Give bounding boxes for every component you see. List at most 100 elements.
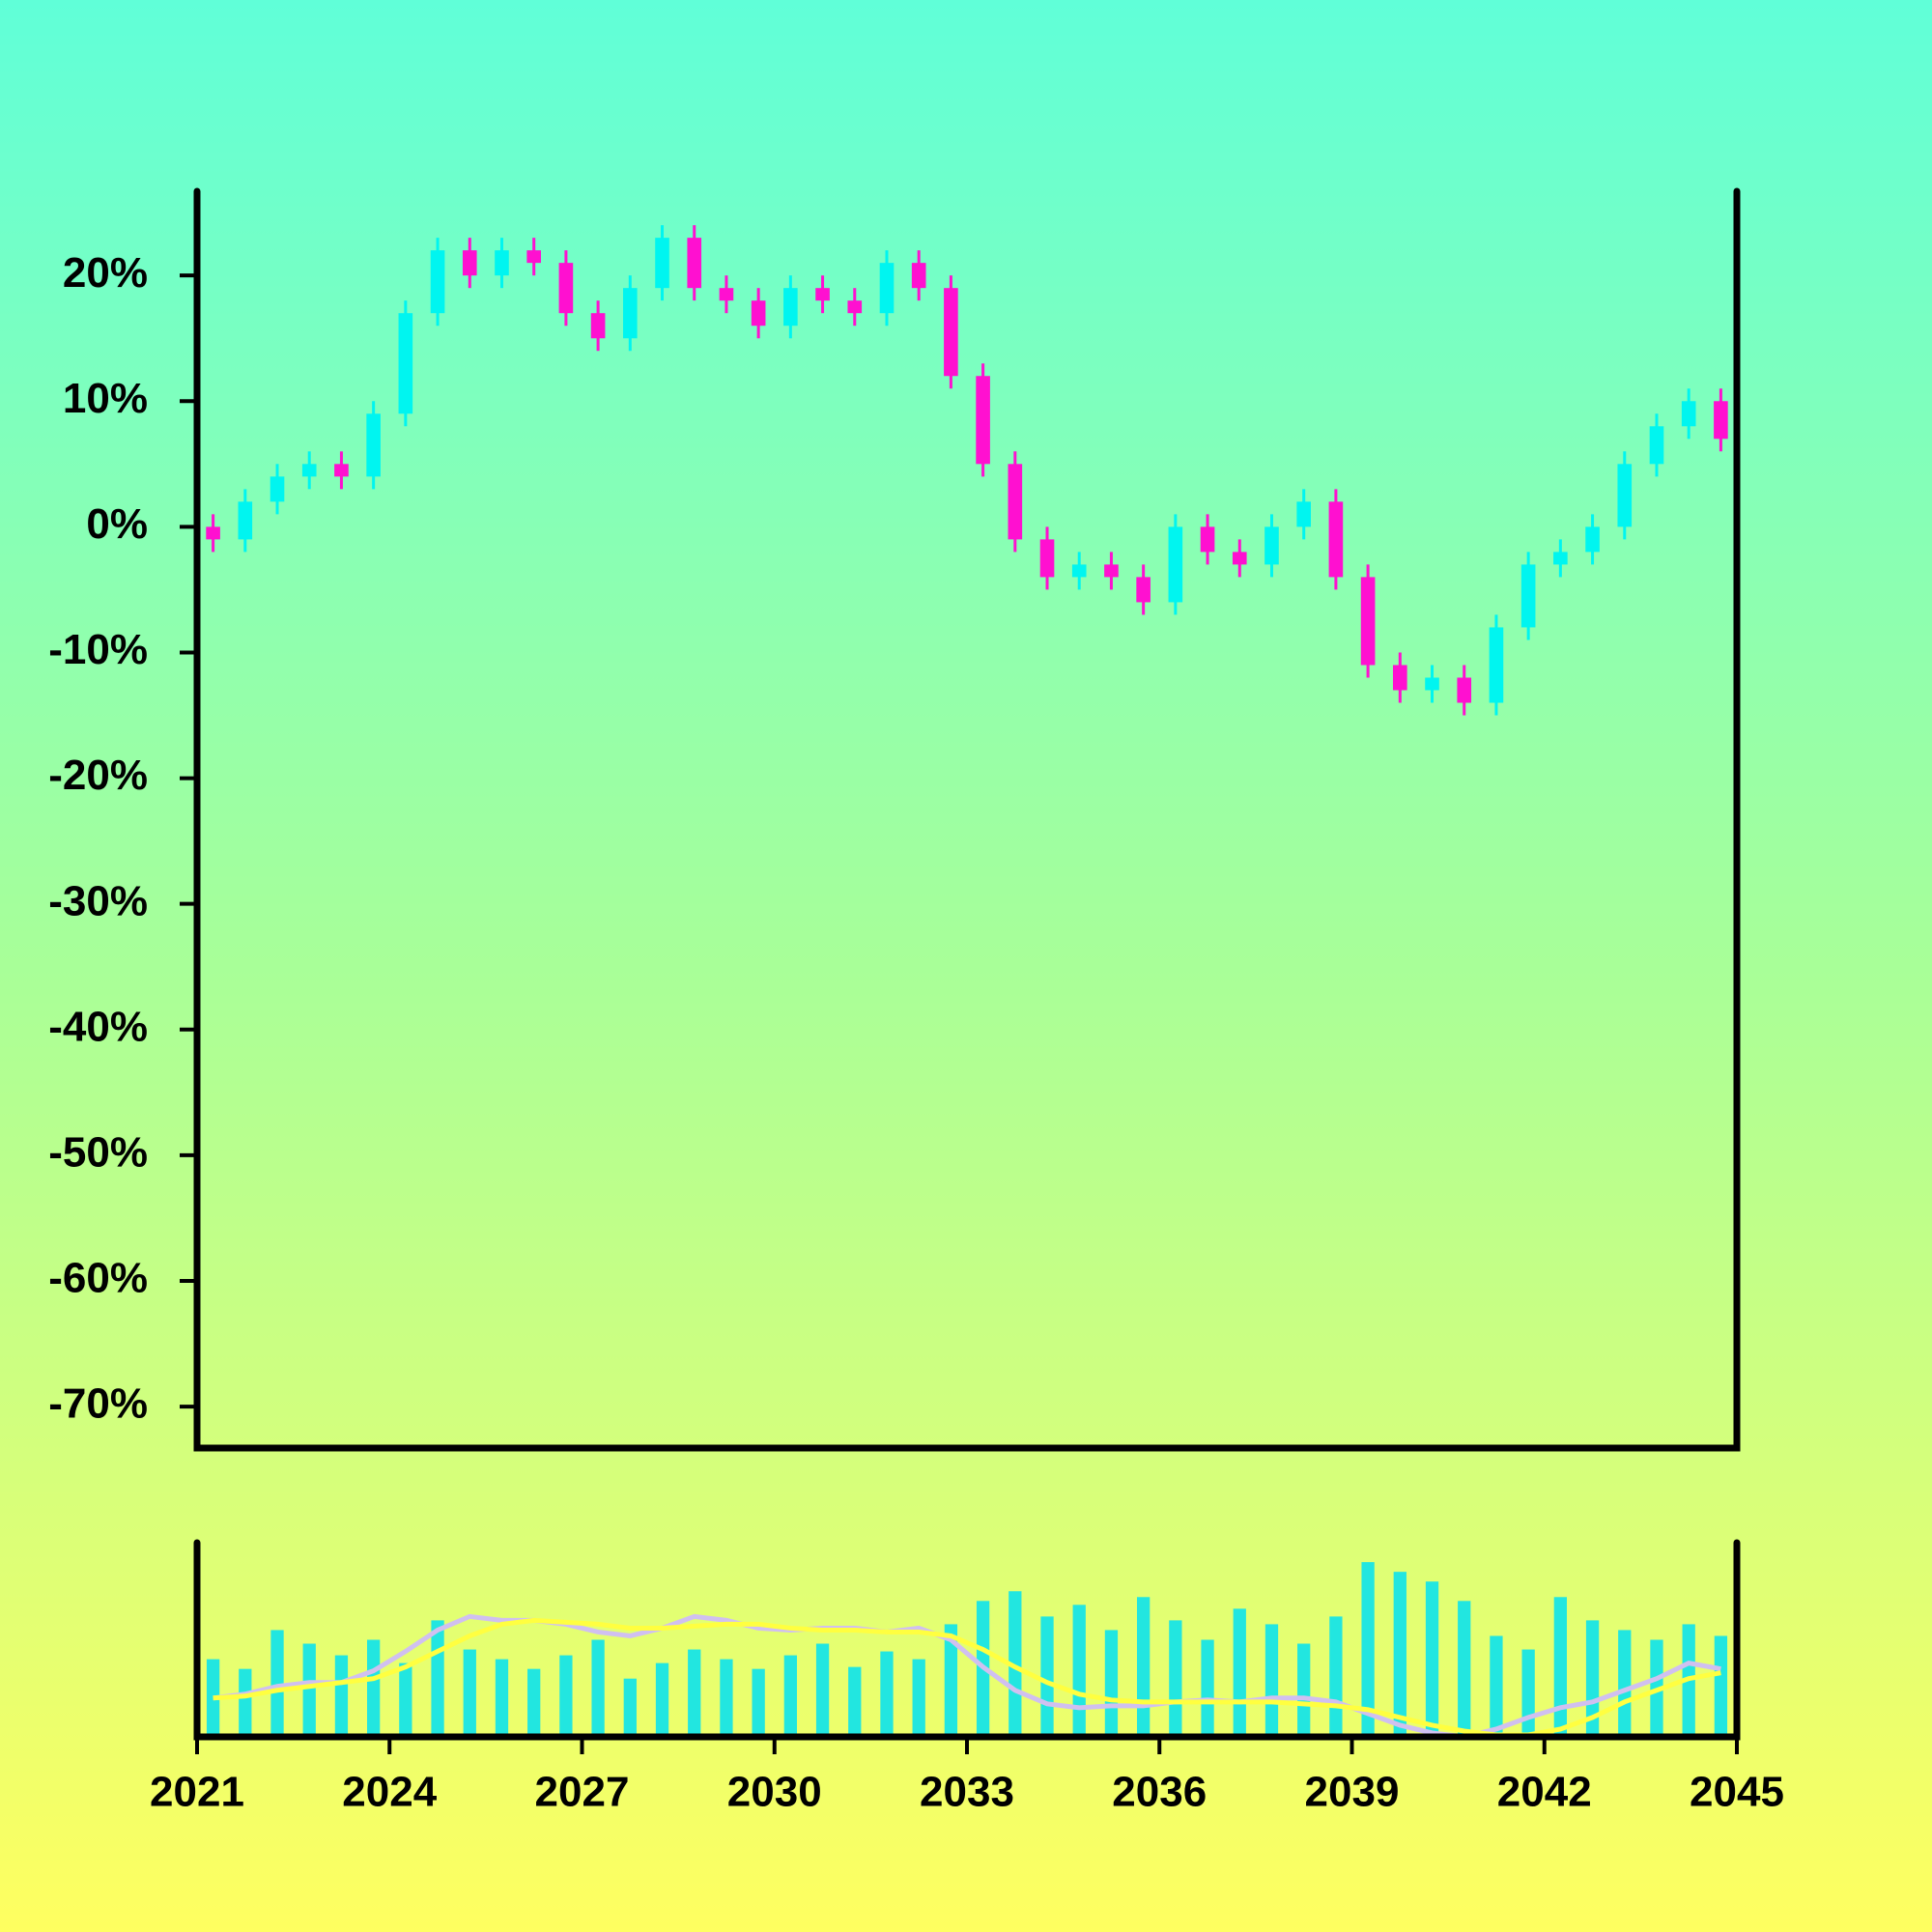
x-tick-label: 2027: [535, 1769, 630, 1816]
volume-bar: [1233, 1608, 1246, 1737]
volume-bar: [1521, 1649, 1535, 1737]
volume-bar: [1072, 1605, 1086, 1737]
volume-bar: [1714, 1635, 1728, 1737]
y-tick-label: -30%: [48, 877, 148, 924]
volume-bar: [1553, 1597, 1567, 1737]
candle-body: [719, 288, 734, 301]
candle-body: [398, 313, 413, 414]
candle-body: [334, 464, 349, 477]
y-tick-label: 20%: [63, 249, 148, 297]
candle-body: [944, 288, 958, 377]
candle-body: [366, 413, 381, 477]
volume-bar: [912, 1659, 925, 1737]
y-tick-label: 0%: [86, 500, 148, 548]
candle-body: [1008, 464, 1023, 540]
volume-bar: [1137, 1597, 1151, 1737]
candle-body: [623, 288, 638, 339]
candle-body: [1649, 426, 1664, 465]
volume-bar: [848, 1666, 862, 1737]
candle-body: [1104, 564, 1119, 578]
candle-body: [783, 288, 798, 327]
volume-bar: [1425, 1581, 1439, 1737]
volume-bar: [591, 1639, 605, 1737]
candle-body: [590, 313, 606, 339]
volume-bar: [623, 1678, 637, 1737]
candle-body: [1425, 677, 1439, 691]
axis-frame: [193, 187, 1741, 1452]
candle-body: [1393, 665, 1407, 691]
candle-body: [1360, 577, 1376, 666]
volume-bar: [399, 1662, 412, 1737]
candle-body: [1328, 501, 1344, 578]
volume-bar: [559, 1655, 573, 1737]
x-tick-label: 2036: [1112, 1769, 1207, 1816]
y-tick-label: -40%: [48, 1003, 148, 1050]
y-tick-label: -60%: [48, 1255, 148, 1302]
candle-body: [1553, 552, 1568, 565]
candle-body: [270, 476, 285, 502]
volume-bar: [783, 1655, 797, 1737]
volume-bar: [334, 1655, 349, 1737]
volume-bar: [1490, 1635, 1503, 1737]
volume-bar: [944, 1624, 958, 1737]
candle-body: [462, 250, 477, 276]
candle-body: [1520, 564, 1536, 628]
candle-body: [526, 250, 541, 264]
volume-bar: [1393, 1572, 1406, 1737]
candle-body: [1714, 401, 1728, 440]
candle-body: [847, 300, 863, 314]
candle-body: [301, 464, 317, 477]
candle-body: [1264, 526, 1279, 565]
candle-body: [911, 263, 926, 289]
volume-bar: [1618, 1630, 1632, 1737]
volume-bar: [302, 1643, 316, 1737]
volume-bar: [1009, 1591, 1022, 1737]
volume-bar: [206, 1659, 220, 1737]
x-tick-label: 2045: [1690, 1769, 1784, 1816]
volume-bar: [239, 1668, 252, 1737]
candle-body: [815, 288, 830, 301]
x-tick-label: 2030: [727, 1769, 822, 1816]
candle-body: [1681, 401, 1696, 427]
candle-body: [1232, 552, 1247, 565]
candle-body: [495, 250, 509, 276]
candle-body: [751, 300, 766, 327]
volume-bar: [880, 1651, 894, 1737]
x-tick-label: 2021: [150, 1769, 244, 1816]
y-tick-label: -20%: [48, 752, 148, 799]
volume-bar: [495, 1659, 509, 1737]
volume-bar: [527, 1668, 541, 1737]
volume-bar: [463, 1649, 476, 1737]
candle-body: [430, 250, 445, 314]
candle-body: [687, 238, 702, 289]
candle-body: [879, 263, 895, 314]
candle-body: [1136, 577, 1151, 603]
candle-body: [976, 376, 990, 465]
x-tick-label: 2042: [1497, 1769, 1592, 1816]
candle-body: [1296, 501, 1311, 527]
volume-bar: [1040, 1616, 1054, 1737]
x-tick-label: 2024: [342, 1769, 437, 1816]
y-tick-label: -50%: [48, 1128, 148, 1176]
volume-bar: [752, 1668, 765, 1737]
candle-body: [238, 501, 253, 540]
volume-bar: [270, 1630, 284, 1737]
volume-bar: [655, 1662, 669, 1737]
candle-body: [1457, 677, 1472, 703]
candle-body: [206, 526, 220, 540]
candle-body: [1071, 564, 1087, 578]
axis-frame: [193, 1539, 1741, 1741]
volume-bar: [1329, 1616, 1343, 1737]
y-tick-label: -70%: [48, 1380, 148, 1428]
x-tick-label: 2039: [1305, 1769, 1400, 1816]
volume-bar: [1361, 1562, 1375, 1737]
average-line: [213, 1617, 1721, 1738]
candle-body: [1039, 539, 1055, 578]
y-tick-label: 10%: [63, 375, 148, 422]
volume-bar: [720, 1659, 733, 1737]
volume-bar: [1264, 1624, 1279, 1737]
volume-bar: [367, 1639, 381, 1737]
volume-bar: [815, 1643, 830, 1737]
